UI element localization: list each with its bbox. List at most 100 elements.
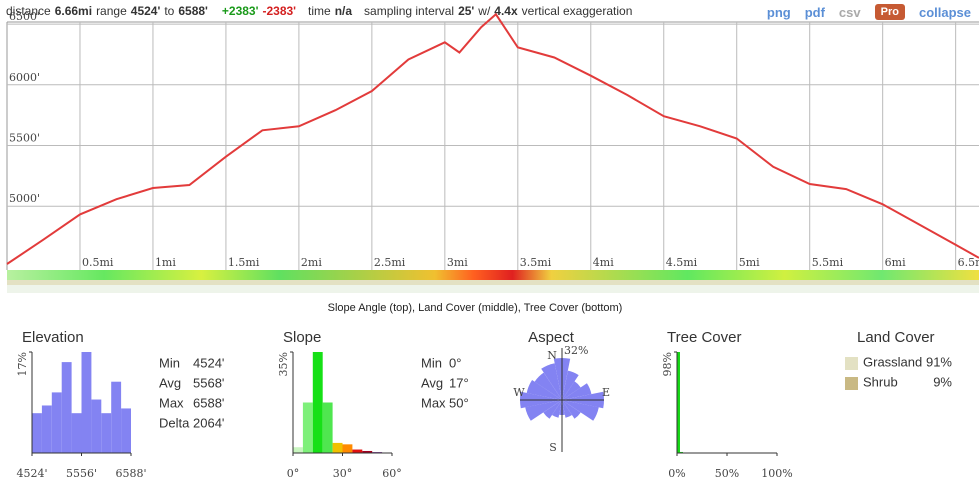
stat-value: 17° — [449, 375, 469, 390]
x-tick-label: 5mi — [739, 256, 760, 269]
x-tick-label: 5556' — [66, 467, 97, 480]
petal — [562, 400, 599, 421]
x-tick-label: 6.5mi — [958, 256, 979, 269]
tree-cover-strip — [7, 285, 979, 293]
pro-badge[interactable]: Pro — [874, 4, 905, 20]
x-tick-label: 4mi — [593, 256, 614, 269]
petal — [525, 400, 562, 421]
pdf-link[interactable]: pdf — [804, 4, 825, 20]
y-tick-label: 5000' — [9, 192, 40, 205]
x-tick-label: 4524' — [16, 467, 47, 480]
swatch — [845, 357, 858, 370]
direction-label: E — [602, 386, 610, 399]
r-tick-label: 32% — [564, 344, 588, 357]
stat-value: 2064' — [193, 415, 224, 430]
petal — [552, 400, 562, 418]
y-tick-label: 35% — [277, 352, 290, 376]
bar — [332, 442, 343, 453]
bar — [677, 352, 680, 453]
x-tick-label: 30° — [333, 467, 353, 480]
panel-title: Elevation — [22, 329, 84, 346]
x-tick-label: 5.5mi — [812, 256, 844, 269]
elevation-line — [6, 12, 979, 265]
strip-caption: Slope Angle (top), Land Cover (middle), … — [328, 302, 623, 314]
x-tick-label: 3mi — [447, 256, 468, 269]
legend-name: Grassland — [863, 354, 922, 369]
stat-label: Avg — [421, 375, 443, 390]
loss: -2383' — [262, 4, 297, 18]
bar — [293, 447, 303, 453]
bar — [61, 362, 72, 453]
x-tick-label: 2.5mi — [374, 256, 406, 269]
bar — [51, 392, 62, 453]
bar — [121, 408, 131, 453]
value: 4524' — [130, 4, 161, 18]
slope-strip — [7, 270, 979, 280]
x-tick-label: 6588' — [115, 467, 146, 480]
value: n/a — [334, 4, 353, 18]
stat-value: 0° — [449, 355, 461, 370]
bar — [302, 402, 313, 453]
label: to — [164, 4, 175, 18]
bar — [342, 444, 353, 453]
label: distance — [6, 4, 51, 18]
petal — [543, 400, 562, 419]
csv-link[interactable]: csv — [838, 4, 861, 20]
y-tick-label: 6000' — [9, 71, 40, 84]
x-tick-label: 1mi — [155, 256, 176, 269]
gain: +2383' — [221, 4, 259, 18]
bar — [680, 451, 683, 453]
collapse-link[interactable]: collapse — [918, 4, 971, 20]
x-tick-label: 50% — [715, 467, 739, 480]
bar — [111, 381, 122, 453]
stat-value: 50° — [449, 395, 469, 410]
label: w/ — [478, 4, 491, 18]
value: 4.4x — [494, 4, 518, 18]
direction-label: S — [549, 441, 557, 454]
png-link[interactable]: png — [766, 4, 791, 20]
bar — [81, 352, 92, 453]
petal — [562, 383, 592, 400]
stat-value: 4524' — [193, 355, 224, 370]
stat-label: Min — [159, 355, 180, 370]
panel-title: Tree Cover — [667, 329, 741, 346]
direction-label: W — [513, 386, 525, 399]
x-tick-label: 4.5mi — [666, 256, 698, 269]
bar — [352, 449, 363, 453]
x-tick-label: 60° — [382, 467, 402, 480]
bar — [71, 413, 82, 453]
bar — [91, 399, 102, 453]
value: 6588' — [178, 4, 208, 18]
label: time — [308, 4, 331, 18]
stat-value: 5568' — [193, 375, 224, 390]
stat-value: 6588' — [193, 395, 224, 410]
petal — [541, 363, 562, 400]
summary: distance 6.66mi range 4524' to 6588' +23… — [6, 4, 632, 18]
stat-label: Min — [421, 355, 442, 370]
x-tick-label: 1.5mi — [228, 256, 260, 269]
stat-label: Max — [421, 395, 446, 410]
petal — [562, 381, 581, 400]
x-tick-label: 6mi — [885, 256, 906, 269]
panel-title: Slope — [283, 329, 321, 346]
value: 25' — [458, 4, 475, 18]
y-tick-label: 5500' — [9, 132, 40, 145]
legend-value: 9% — [933, 374, 952, 389]
value: 6.66mi — [54, 4, 93, 18]
bar — [322, 402, 333, 453]
label: range — [96, 4, 127, 18]
label: vertical exaggeration — [521, 4, 633, 18]
petal — [562, 370, 579, 400]
petal — [526, 380, 562, 400]
label: sampling interval — [364, 4, 455, 18]
x-tick-label: 3.5mi — [520, 256, 552, 269]
bar — [32, 413, 42, 453]
petal — [562, 400, 581, 419]
legend-name: Shrub — [863, 374, 898, 389]
bar — [41, 405, 52, 453]
x-tick-label: 0% — [668, 467, 685, 480]
stat-label: Delta — [159, 415, 190, 430]
petal — [562, 400, 572, 418]
